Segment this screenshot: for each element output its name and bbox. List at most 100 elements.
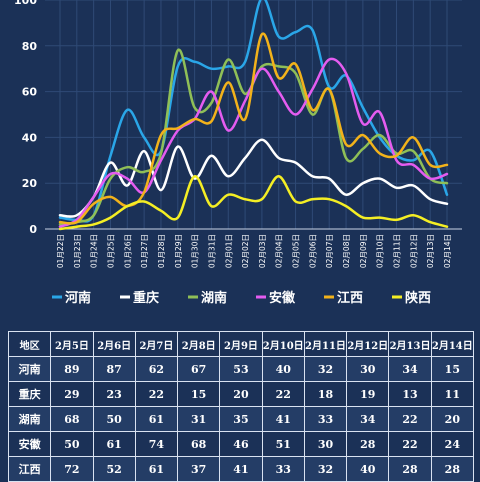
- x-tick-label: 02月11日: [393, 234, 402, 268]
- x-tick-label: 02月06日: [308, 234, 317, 268]
- table-row: 河南 89 87 62 67 53 40 32 30 34 15: [7, 356, 475, 382]
- table-cell-value: 18: [303, 381, 348, 407]
- table-cell-value: 34: [346, 406, 390, 432]
- table-cell-value: 46: [219, 431, 263, 457]
- table-cell-value: 28: [430, 456, 475, 482]
- table-cell-value: 74: [134, 431, 179, 457]
- x-tick-label: 01月26日: [123, 234, 132, 268]
- table-header-date: 2月12日: [346, 331, 390, 357]
- table-cell-value: 15: [430, 356, 475, 382]
- table-cell-value: 52: [92, 456, 136, 482]
- x-tick-label: 01月30日: [191, 234, 200, 268]
- table-header-date: 2月5日: [50, 331, 94, 357]
- table-cell-value: 22: [388, 406, 432, 432]
- data-table: 地区 2月5日 2月6日 2月7日 2月8日 2月9日 2月10日 2月11日 2月12日 2月1…: [7, 331, 475, 482]
- table-cell-value: 23: [92, 381, 136, 407]
- table-cell-value: 30: [346, 356, 390, 382]
- table-cell-value: 61: [134, 406, 179, 432]
- table-header-row: 地区 2月5日 2月6日 2月7日 2月8日 2月9日 2月10日 2月11日 2月12日 2月1…: [7, 331, 475, 357]
- table-cell-value: 68: [177, 431, 221, 457]
- table-cell-value: 50: [92, 406, 136, 432]
- daily-cases-table: 地区 2月5日 2月6日 2月7日 2月8日 2月9日 2月10日 2月11日 2月12日 2月1…: [7, 331, 475, 482]
- table-cell-value: 22: [134, 381, 179, 407]
- series-line-6: [58, 175, 449, 231]
- table-cell-value: 19: [346, 381, 390, 407]
- table-cell-value: 33: [303, 406, 348, 432]
- x-tick-label: 01月25日: [106, 234, 115, 268]
- series-line-2: [58, 138, 449, 218]
- table-row: 江西 72 52 61 37 41 33 32 40 28 28: [7, 456, 475, 482]
- table-cell-value: 89: [50, 356, 94, 382]
- x-tick-label: 02月13日: [426, 234, 435, 268]
- table-cell-value: 11: [430, 381, 475, 407]
- y-tick-label: 40: [22, 131, 38, 144]
- x-tick-label: 02月09日: [359, 234, 368, 268]
- legend-label: 江西: [337, 290, 363, 306]
- table-cell-value: 28: [388, 456, 432, 482]
- series-lines: [58, 0, 449, 231]
- table-header-date: 2月14日: [430, 331, 475, 357]
- x-tick-label: 02月05日: [292, 234, 301, 268]
- x-tick-label: 01月31日: [207, 234, 216, 268]
- grid-lines: [45, 0, 462, 230]
- x-tick-label: 02月07日: [325, 234, 334, 268]
- table-cell-value: 61: [92, 431, 136, 457]
- table-cell-value: 72: [50, 456, 94, 482]
- table-cell-value: 67: [177, 356, 221, 382]
- table-cell-value: 32: [303, 356, 348, 382]
- table-cell-value: 61: [134, 456, 179, 482]
- table-cell-value: 40: [346, 456, 390, 482]
- x-tick-label: 02月01日: [224, 234, 233, 268]
- x-tick-label: 01月29日: [174, 234, 183, 268]
- table-header-region: 地区: [7, 331, 52, 357]
- x-tick-label: 02月02日: [241, 234, 250, 268]
- x-tick-label: 02月03日: [258, 234, 267, 268]
- table-cell-value: 68: [50, 406, 94, 432]
- legend: 河南 重庆 湖南 安徽 江西 陕西: [52, 290, 431, 306]
- table-cell-value: 41: [219, 456, 263, 482]
- y-tick-label: 60: [22, 86, 38, 99]
- table-header-date: 2月13日: [388, 331, 432, 357]
- x-tick-label: 01月24日: [90, 234, 99, 268]
- table-cell-value: 29: [50, 381, 94, 407]
- legend-label: 湖南: [201, 290, 227, 306]
- x-tick-label: 02月10日: [376, 234, 385, 268]
- table-cell-value: 51: [261, 431, 305, 457]
- table-cell-region: 湖南: [7, 406, 52, 432]
- table-cell-value: 41: [261, 406, 305, 432]
- table-cell-value: 24: [430, 431, 475, 457]
- table-cell-value: 22: [388, 431, 432, 457]
- table-cell-region: 重庆: [7, 381, 52, 407]
- table-cell-value: 31: [177, 406, 221, 432]
- table-row: 重庆 29 23 22 15 20 22 18 19 13 11: [7, 381, 475, 407]
- table-cell-value: 62: [134, 356, 179, 382]
- legend-label: 陕西: [405, 290, 431, 306]
- table-cell-value: 87: [92, 356, 136, 382]
- x-tick-label: 02月12日: [409, 234, 418, 268]
- table-cell-value: 34: [388, 356, 432, 382]
- table-row: 安徽 50 61 74 68 46 51 30 28 22 24: [7, 431, 475, 457]
- table-header-date: 2月6日: [92, 331, 136, 357]
- y-tick-label: 80: [22, 40, 38, 53]
- table-cell-value: 20: [430, 406, 475, 432]
- table-cell-region: 安徽: [7, 431, 52, 457]
- table-header-date: 2月8日: [177, 331, 221, 357]
- table-cell-value: 13: [388, 381, 432, 407]
- x-tick-label: 01月23日: [73, 234, 82, 268]
- table-header-date: 2月9日: [219, 331, 263, 357]
- y-tick-label: 20: [22, 177, 38, 190]
- table-cell-value: 22: [261, 381, 305, 407]
- table-cell-region: 江西: [7, 456, 52, 482]
- x-tick-label: 01月28日: [157, 234, 166, 268]
- table-cell-value: 53: [219, 356, 263, 382]
- table-cell-value: 33: [261, 456, 305, 482]
- table-cell-value: 20: [219, 381, 263, 407]
- table-cell-value: 37: [177, 456, 221, 482]
- table-body: 河南 89 87 62 67 53 40 32 30 34 15 重庆 29 23 22 15 20 22 18 19…: [7, 356, 475, 482]
- table-row: 湖南 68 50 61 31 35 41 33 34 22 20: [7, 406, 475, 432]
- x-tick-label: 02月08日: [342, 234, 351, 268]
- table-cell-value: 32: [303, 456, 348, 482]
- table-cell-value: 40: [261, 356, 305, 382]
- table-header-date: 2月10日: [261, 331, 305, 357]
